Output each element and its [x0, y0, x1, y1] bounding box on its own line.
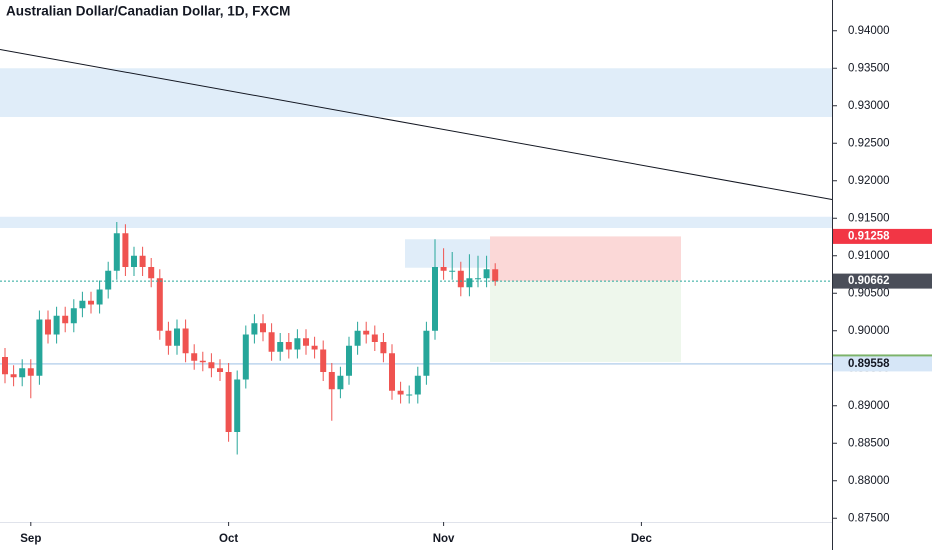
candle-body — [242, 334, 249, 380]
candle-body — [139, 255, 146, 267]
price-label: 0.90662 — [848, 275, 890, 287]
candle-body — [208, 362, 215, 369]
candle-body — [45, 319, 51, 335]
candle-body — [466, 278, 473, 288]
y-tick-label: 0.93000 — [848, 100, 890, 112]
price-label-box — [833, 356, 932, 372]
candle-body — [165, 330, 172, 346]
target-zone — [490, 281, 681, 362]
candle-body — [105, 270, 112, 290]
x-tick-label: Nov — [433, 533, 455, 545]
candle-body — [10, 374, 17, 378]
y-tick-label: 0.92000 — [848, 175, 890, 187]
candle-body — [406, 394, 413, 396]
y-tick-label: 0.88000 — [848, 475, 890, 487]
candle-body — [285, 342, 292, 350]
y-tick-label: 0.94000 — [848, 25, 890, 37]
y-tick-label: 0.88500 — [848, 437, 890, 449]
chart-title: Australian Dollar/Canadian Dollar, 1D, F… — [6, 4, 290, 19]
candle-body — [320, 349, 327, 372]
candle-body — [234, 379, 241, 432]
y-tick-label: 0.93500 — [848, 62, 890, 74]
candle-body — [483, 269, 490, 279]
x-tick-label: Oct — [219, 533, 238, 545]
y-tick-label: 0.91500 — [848, 212, 890, 224]
zone — [0, 216, 832, 228]
candle-body — [440, 267, 447, 271]
candle-body — [53, 315, 60, 335]
candle-body — [96, 289, 103, 305]
y-tick-label: 0.90000 — [848, 325, 890, 337]
candle-body — [19, 368, 26, 378]
candle-body — [148, 267, 155, 279]
candle-body — [277, 342, 284, 352]
candle-body — [294, 338, 301, 350]
candle-body — [199, 360, 206, 363]
candle-body — [191, 353, 198, 361]
y-tick-label: 0.91000 — [848, 250, 890, 262]
y-tick-label: 0.90500 — [848, 287, 890, 299]
candle-body — [36, 319, 43, 376]
candle-body — [217, 368, 223, 372]
candle-body — [492, 269, 499, 282]
candle-body — [389, 353, 395, 391]
candle-body — [432, 267, 438, 331]
price-label: 0.89558 — [848, 358, 890, 370]
candle-body — [156, 278, 163, 331]
x-tick-label: Dec — [631, 533, 653, 545]
candle-body — [414, 375, 421, 395]
x-tick-label: Sep — [20, 533, 41, 545]
zone — [0, 68, 832, 117]
candle-body — [337, 375, 344, 390]
candle-body — [303, 338, 309, 346]
candle-body — [174, 328, 180, 346]
candle-body — [354, 330, 361, 346]
candle-body — [371, 334, 378, 342]
candle-body — [27, 368, 34, 376]
candle-body — [62, 315, 69, 324]
candle-body — [449, 270, 456, 272]
candle-body — [88, 300, 94, 305]
candle-body — [251, 323, 258, 335]
candle-body — [260, 323, 266, 333]
candle-body — [346, 345, 352, 376]
plot-area — [0, 49, 833, 455]
candle-body — [363, 330, 370, 335]
price-label-box — [833, 273, 932, 289]
candle-body — [70, 308, 77, 324]
candle-body — [380, 342, 387, 354]
candle-body — [311, 345, 318, 350]
candle-body — [113, 233, 120, 271]
candle-body — [131, 255, 137, 267]
candle-body — [182, 328, 189, 354]
candle-body — [79, 300, 86, 309]
stop-zone — [490, 236, 681, 282]
y-tick-label: 0.87500 — [848, 512, 890, 524]
price-label-box — [833, 228, 932, 244]
candle-body — [2, 357, 8, 375]
trend-line — [0, 49, 833, 200]
candle-body — [268, 332, 275, 352]
candle-body — [225, 372, 232, 432]
zone — [405, 239, 490, 268]
price-label: 0.91258 — [848, 230, 890, 242]
y-tick-label: 0.92500 — [848, 137, 890, 149]
candle-body — [423, 330, 430, 376]
candle-body — [457, 270, 464, 288]
candle-body — [122, 233, 129, 267]
candle-body — [328, 372, 335, 390]
candle-body — [475, 278, 481, 280]
y-tick-label: 0.89000 — [848, 400, 890, 412]
candle-body — [397, 390, 404, 395]
